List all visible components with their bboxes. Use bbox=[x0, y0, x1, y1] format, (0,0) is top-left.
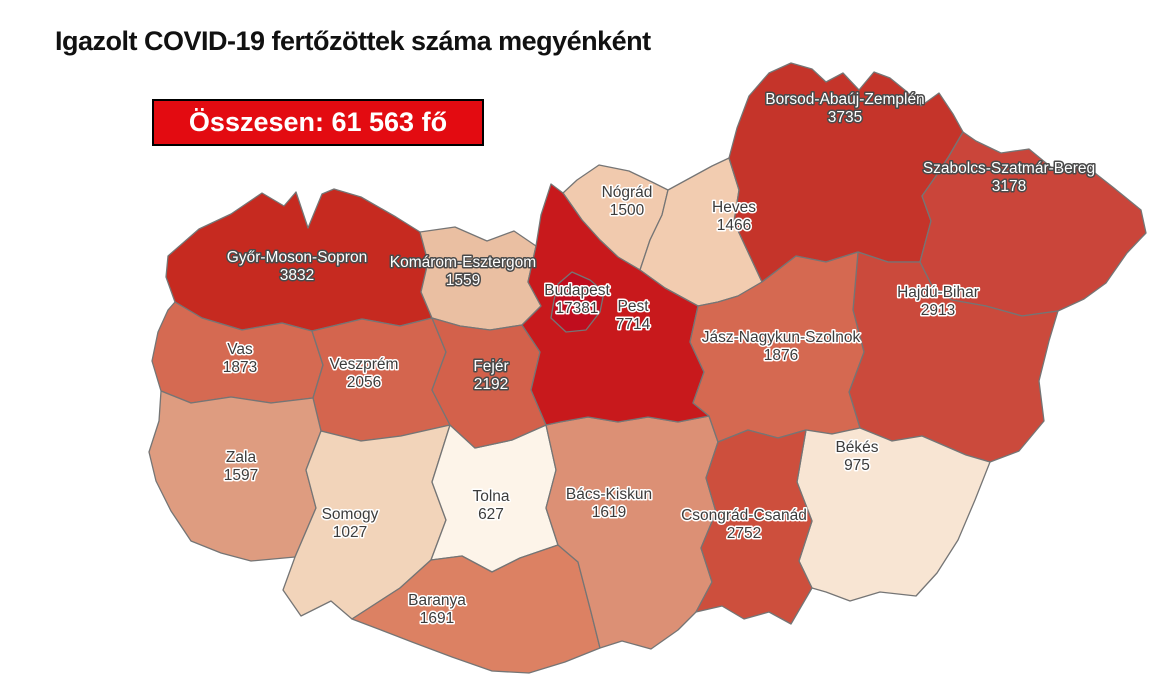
county-name-szabolcs: Szabolcs-Szatmár-Bereg bbox=[923, 160, 1095, 177]
county-value-gyor: 3832 bbox=[280, 267, 314, 284]
county-name-jasz: Jász-Nagykun-Szolnok bbox=[702, 329, 861, 346]
county-shape-komarom bbox=[419, 226, 542, 331]
county-value-bacs: 1619 bbox=[592, 504, 626, 521]
county-value-komarom: 1559 bbox=[446, 272, 480, 289]
county-value-szabolcs: 3178 bbox=[992, 178, 1026, 195]
county-value-baranya: 1691 bbox=[420, 610, 454, 627]
county-name-vas: Vas bbox=[227, 341, 253, 358]
county-shape-budapest bbox=[550, 271, 605, 333]
county-value-csongrad: 2752 bbox=[727, 525, 761, 542]
county-name-heves: Heves bbox=[712, 199, 756, 216]
county-value-pest: 7714 bbox=[616, 316, 651, 333]
total-badge: Összesen: 61 563 fő bbox=[152, 99, 484, 146]
county-shape-szabolcs bbox=[919, 131, 1147, 317]
county-name-zala: Zala bbox=[226, 449, 257, 466]
county-value-fejer: 2192 bbox=[474, 376, 508, 393]
county-name-tolna: Tolna bbox=[472, 488, 509, 505]
county-name-hajdu: Hajdú-Bihar bbox=[897, 284, 979, 301]
county-value-heves: 1466 bbox=[717, 217, 751, 234]
county-shape-bekes bbox=[796, 427, 991, 602]
county-name-bacs: Bács-Kiskun bbox=[566, 486, 652, 503]
county-value-hajdu: 2913 bbox=[921, 302, 955, 319]
county-shape-csongrad bbox=[695, 429, 813, 625]
county-value-bekes: 975 bbox=[844, 457, 870, 474]
county-name-fejer: Fejér bbox=[473, 358, 508, 375]
county-name-csongrad: Csongrád-Csanád bbox=[681, 507, 807, 524]
county-value-somogy: 1027 bbox=[333, 524, 367, 541]
county-name-pest: Pest bbox=[617, 298, 649, 315]
county-name-baranya: Baranya bbox=[408, 592, 466, 609]
county-name-veszprem: Veszprém bbox=[330, 356, 399, 373]
county-value-budapest: 17381 bbox=[555, 300, 598, 317]
county-value-zala: 1597 bbox=[224, 467, 258, 484]
page-title: Igazolt COVID-19 fertőzöttek száma megyé… bbox=[55, 26, 651, 56]
county-value-vas: 1873 bbox=[223, 359, 257, 376]
county-value-jasz: 1876 bbox=[764, 347, 798, 364]
county-name-borsod: Borsod-Abaúj-Zemplén bbox=[765, 91, 924, 108]
county-value-borsod: 3735 bbox=[828, 109, 862, 126]
county-name-nograd: Nógrád bbox=[602, 184, 653, 201]
county-value-tolna: 627 bbox=[478, 506, 504, 523]
county-name-komarom: Komárom-Esztergom bbox=[390, 254, 536, 271]
county-value-nograd: 1500 bbox=[610, 202, 645, 219]
county-name-somogy: Somogy bbox=[322, 506, 379, 523]
county-name-bekes: Békés bbox=[835, 439, 878, 456]
county-name-gyor: Győr-Moson-Sopron bbox=[227, 249, 367, 266]
county-value-veszprem: 2056 bbox=[347, 374, 381, 391]
county-shape-baranya bbox=[351, 544, 601, 674]
county-name-budapest: Budapest bbox=[544, 282, 610, 299]
